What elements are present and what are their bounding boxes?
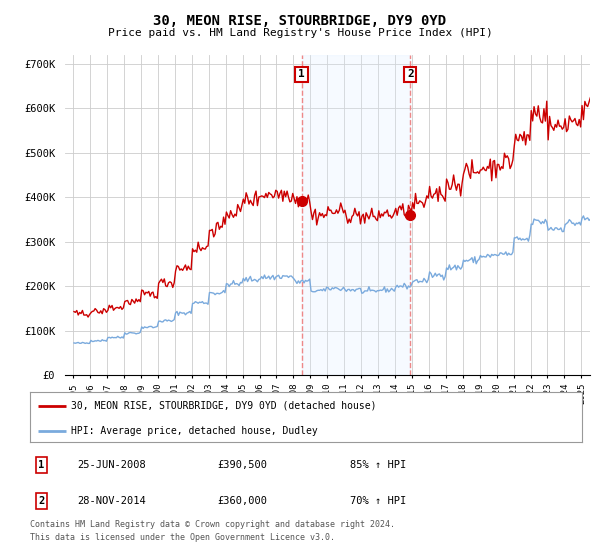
Text: 1: 1 [38, 460, 44, 470]
Text: Price paid vs. HM Land Registry's House Price Index (HPI): Price paid vs. HM Land Registry's House … [107, 28, 493, 38]
Text: £360,000: £360,000 [218, 496, 268, 506]
Text: 2: 2 [407, 69, 413, 80]
Text: 30, MEON RISE, STOURBRIDGE, DY9 0YD: 30, MEON RISE, STOURBRIDGE, DY9 0YD [154, 14, 446, 28]
Text: This data is licensed under the Open Government Licence v3.0.: This data is licensed under the Open Gov… [30, 533, 335, 542]
Bar [302, 55, 410, 375]
Text: 30, MEON RISE, STOURBRIDGE, DY9 0YD (detached house): 30, MEON RISE, STOURBRIDGE, DY9 0YD (det… [71, 400, 377, 410]
Text: 85% ↑ HPI: 85% ↑ HPI [350, 460, 406, 470]
Text: 70% ↑ HPI: 70% ↑ HPI [350, 496, 406, 506]
Text: 2: 2 [38, 496, 44, 506]
Text: 28-NOV-2014: 28-NOV-2014 [77, 496, 146, 506]
Text: HPI: Average price, detached house, Dudley: HPI: Average price, detached house, Dudl… [71, 426, 318, 436]
Text: 25-JUN-2008: 25-JUN-2008 [77, 460, 146, 470]
Text: Contains HM Land Registry data © Crown copyright and database right 2024.: Contains HM Land Registry data © Crown c… [30, 520, 395, 529]
Text: 1: 1 [298, 69, 305, 80]
Text: £390,500: £390,500 [218, 460, 268, 470]
